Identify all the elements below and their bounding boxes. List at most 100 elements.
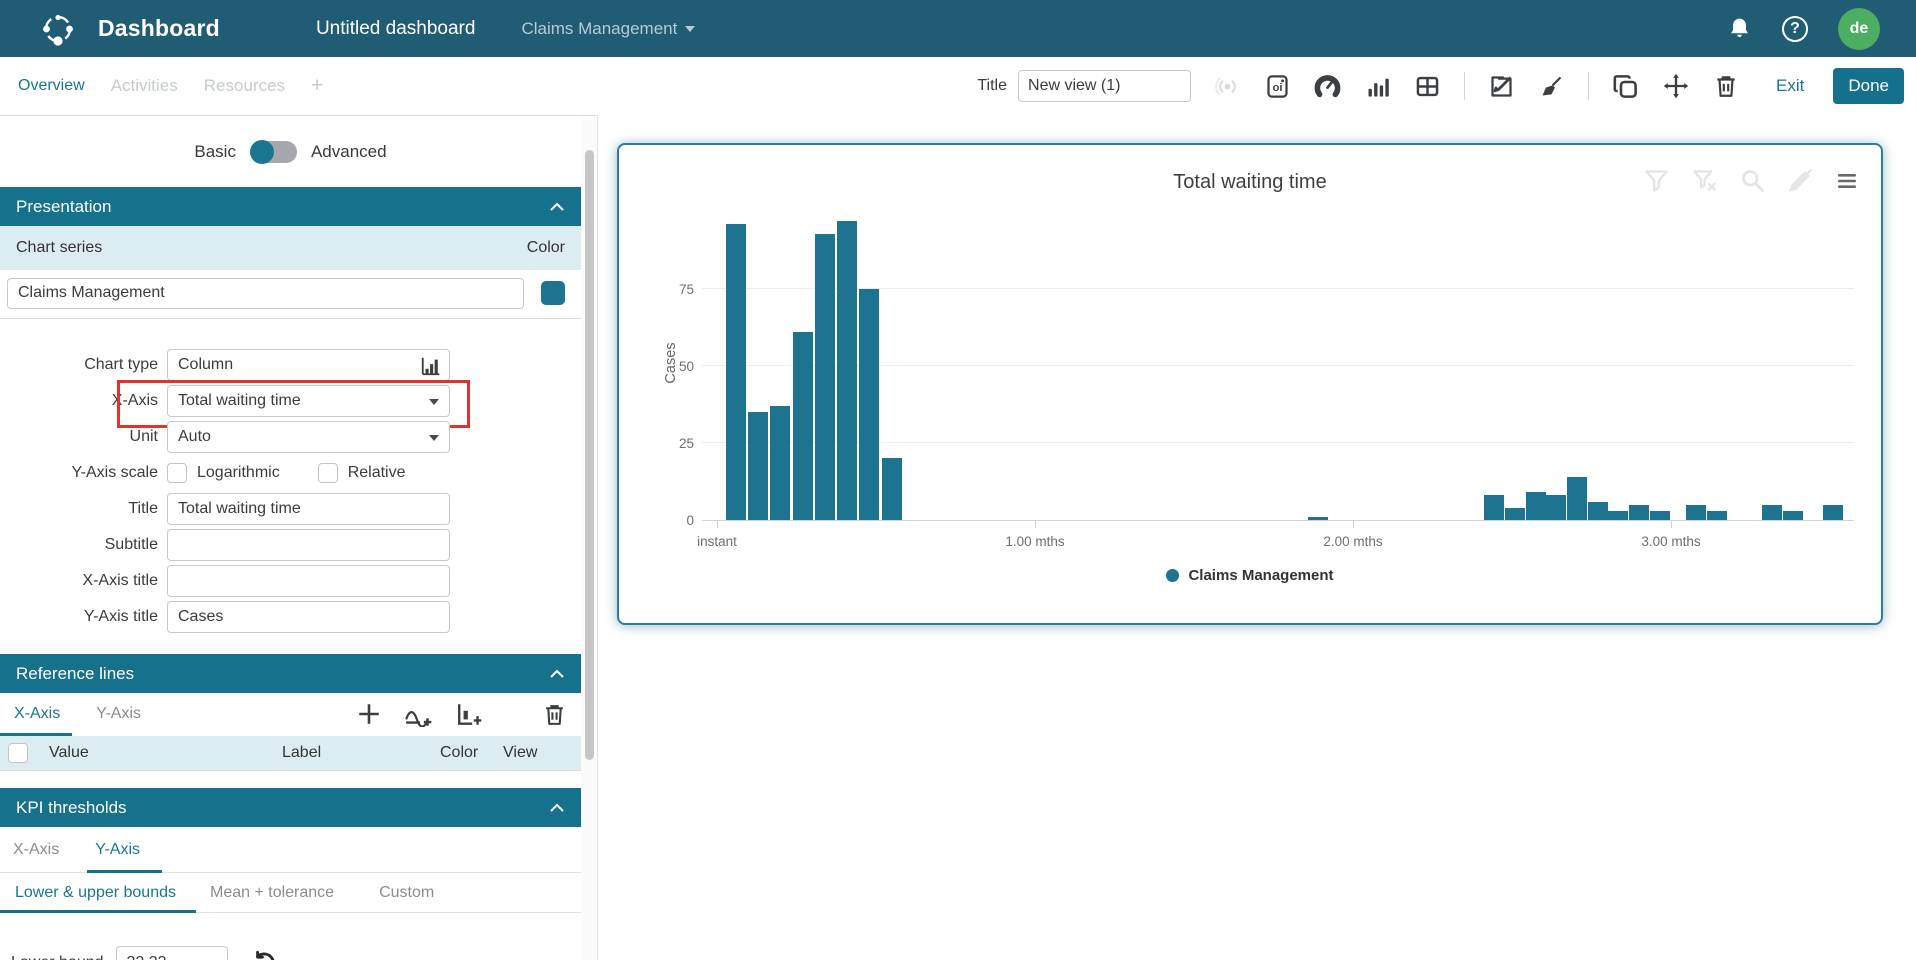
done-button[interactable]: Done (1833, 68, 1904, 104)
user-avatar[interactable]: de (1838, 7, 1880, 50)
chart-widget-selected[interactable]: Total waiting time Cases 0 (617, 143, 1883, 625)
chart-bar[interactable] (1822, 504, 1843, 520)
series-color-swatch[interactable] (541, 281, 565, 305)
series-name-input[interactable] (7, 277, 525, 309)
add-view-tab-button[interactable]: + (311, 74, 324, 97)
kpi-tab-x-axis[interactable]: X-Axis (13, 840, 60, 858)
dashboard-name[interactable]: Untitled dashboard (315, 17, 476, 39)
chart-legend[interactable]: Claims Management (619, 567, 1881, 584)
chart-bar[interactable] (1525, 492, 1546, 520)
chart-menu-icon[interactable] (1835, 169, 1859, 193)
add-chart-widget-icon[interactable] (1364, 73, 1391, 100)
data-model-selector[interactable]: Claims Management (521, 19, 696, 39)
clear-filter-icon (1691, 167, 1718, 194)
chart-bar[interactable] (1649, 510, 1670, 520)
chart-bar[interactable] (837, 221, 858, 520)
relative-checkbox[interactable] (317, 463, 338, 483)
x-axis-label: X-Axis (111, 392, 158, 409)
svg-text:oi: oi (1273, 82, 1283, 94)
add-table-widget-icon[interactable] (1414, 73, 1441, 100)
notifications-bell-icon[interactable] (1727, 16, 1752, 41)
basic-advanced-toggle[interactable] (249, 139, 297, 164)
chart-bar[interactable] (725, 224, 746, 520)
x-axis-title-input[interactable] (178, 572, 439, 590)
chart-bar[interactable] (1686, 504, 1707, 520)
tab-activities[interactable]: Activities (110, 76, 178, 95)
x-axis-select[interactable]: Total waiting time (167, 385, 450, 417)
chart-bar[interactable] (1762, 504, 1783, 520)
chart-bar[interactable] (1566, 476, 1587, 520)
scrollbar-thumb[interactable] (585, 150, 594, 760)
add-band-reference-icon[interactable] (456, 701, 484, 727)
chart-type-select[interactable]: Column (167, 349, 450, 381)
subtab-custom[interactable]: Custom (379, 883, 435, 901)
logarithmic-checkbox[interactable] (167, 463, 187, 483)
delete-view-icon[interactable] (1713, 73, 1739, 99)
export-image-icon[interactable] (1488, 73, 1515, 100)
chart-bar[interactable] (814, 233, 835, 520)
delete-reference-line-icon[interactable] (542, 702, 567, 727)
chart-bar[interactable] (1706, 510, 1727, 520)
reset-icon[interactable] (250, 949, 278, 960)
chevron-up-icon[interactable] (549, 803, 565, 813)
chart-type-label: Chart type (84, 356, 158, 373)
chart-bar[interactable] (1608, 510, 1629, 520)
chart-bar[interactable] (881, 458, 902, 520)
ref-tab-x-axis[interactable]: X-Axis (14, 705, 61, 722)
kpi-tab-y-axis[interactable]: Y-Axis (95, 840, 140, 858)
reference-lines-columns-header: Value Label Color View (0, 736, 581, 771)
view-title-input[interactable] (1018, 70, 1192, 102)
chart-type-row: Chart type Column (0, 349, 581, 381)
chart-bar[interactable] (1628, 504, 1649, 520)
app-logo-icon (40, 11, 76, 47)
tab-overview[interactable]: Overview (18, 77, 85, 94)
chart-bar[interactable] (770, 406, 791, 520)
chart-title: Total waiting time (1173, 171, 1327, 193)
plot-area[interactable]: 0 25 50 75 instant 1.00 mths 2.00 mths 3.00 mth… (679, 213, 1854, 549)
reference-lines-section-header[interactable]: Reference lines (0, 654, 581, 693)
chart-bar[interactable] (1546, 495, 1567, 520)
chevron-up-icon[interactable] (549, 669, 565, 679)
chevron-up-icon[interactable] (549, 202, 565, 212)
clear-style-broom-icon[interactable] (1538, 73, 1565, 100)
select-all-checkbox[interactable] (8, 743, 28, 763)
unit-label: Unit (129, 428, 158, 445)
add-curve-reference-icon[interactable] (404, 701, 434, 727)
unit-select[interactable]: Auto (167, 421, 450, 453)
add-gauge-widget-icon[interactable] (1314, 73, 1341, 100)
exit-button[interactable]: Exit (1776, 76, 1805, 95)
add-kpi-widget-icon[interactable]: oi (1264, 73, 1291, 100)
lower-bound-input[interactable] (115, 946, 228, 960)
active-tab-underline (87, 870, 162, 873)
x-tick-label: 2.00 mths (1323, 534, 1383, 549)
active-tab-underline (0, 733, 72, 736)
chart-bar[interactable] (1783, 510, 1804, 520)
duplicate-icon[interactable] (1612, 73, 1639, 100)
chart-bar[interactable] (1484, 495, 1505, 520)
ref-tab-y-axis[interactable]: Y-Axis (96, 705, 141, 722)
column-label: Label (282, 744, 322, 761)
sidebar-scrollbar[interactable] (581, 116, 598, 960)
subtab-mean-tolerance[interactable]: Mean + tolerance (210, 883, 335, 901)
move-icon[interactable] (1662, 72, 1690, 100)
column-value: Value (49, 744, 89, 761)
presentation-section-header[interactable]: Presentation (0, 187, 581, 226)
x-axis-title-label: X-Axis title (82, 572, 158, 589)
chart-bar[interactable] (1307, 516, 1328, 520)
help-icon[interactable]: ? (1782, 15, 1808, 42)
chevron-down-icon (429, 435, 439, 441)
title-input[interactable] (178, 500, 439, 518)
y-axis-title-input[interactable] (178, 608, 439, 626)
chart-bar[interactable] (792, 332, 813, 520)
divider (0, 115, 598, 116)
kpi-thresholds-section-header[interactable]: KPI thresholds (0, 788, 581, 827)
chart-bar[interactable] (1504, 507, 1525, 520)
chart-bar[interactable] (748, 412, 768, 520)
mode-toggle-row: Basic Advanced (0, 116, 581, 187)
chart-bar[interactable] (859, 289, 880, 520)
chart-bar[interactable] (1587, 501, 1608, 520)
tab-resources[interactable]: Resources (203, 76, 286, 95)
subtab-lower-upper-bounds[interactable]: Lower & upper bounds (15, 883, 176, 901)
subtitle-input[interactable] (178, 536, 439, 554)
add-reference-line-icon[interactable] (356, 701, 382, 727)
